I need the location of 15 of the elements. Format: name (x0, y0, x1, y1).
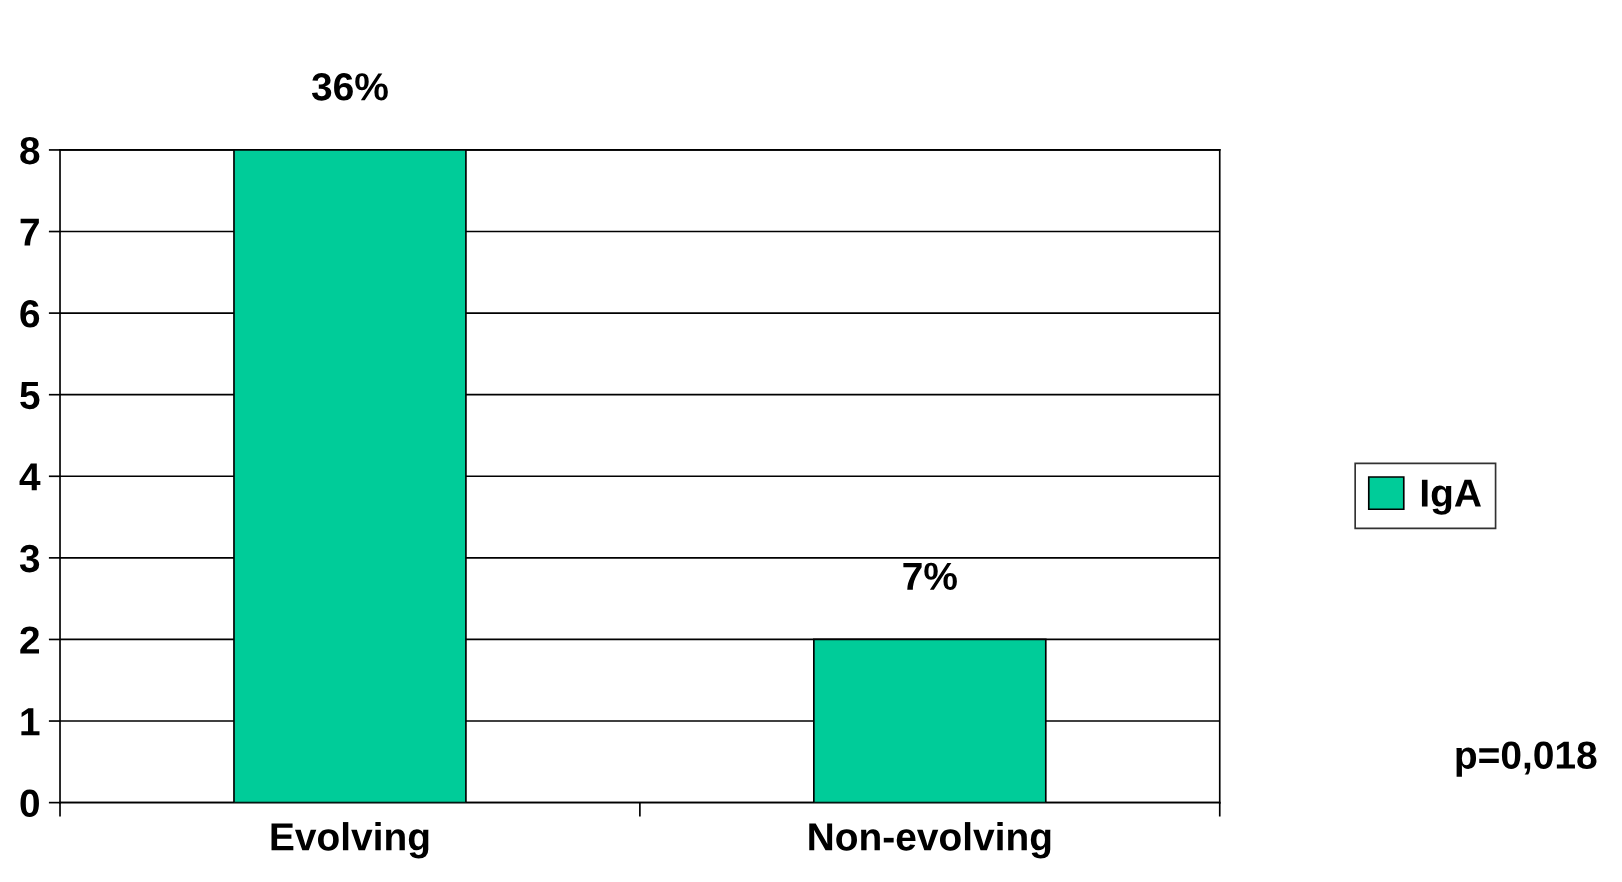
y-tick-label: 8 (20, 136, 40, 165)
y-tick-label: 6 (20, 300, 40, 328)
y-tick-label: 2 (20, 626, 40, 654)
y-tick-label: 3 (19, 544, 40, 573)
y-tick-label: 5 (20, 382, 40, 410)
y-tick-label: 4 (19, 463, 41, 491)
annotation: 36% (311, 73, 388, 101)
x-tick-label: Non-evolving (809, 822, 1051, 859)
annotation: 7% (903, 562, 957, 591)
text: p=0,018 (1456, 741, 1597, 777)
x-tick-label: Evolving (271, 822, 429, 859)
y-tick-label: 1 (21, 708, 40, 736)
y-tick-label: 7 (20, 218, 39, 246)
legend-label: IgA (1421, 479, 1481, 515)
y-tick-label: 0 (20, 789, 39, 818)
